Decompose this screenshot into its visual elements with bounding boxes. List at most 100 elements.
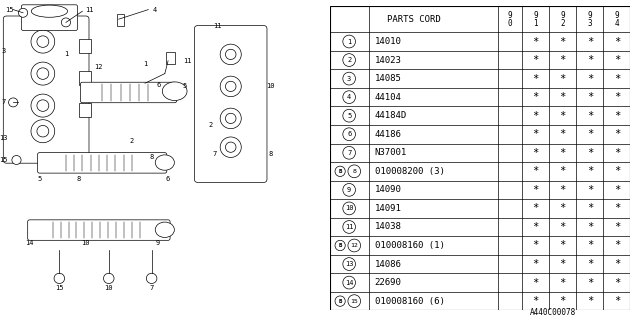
Text: B: B <box>339 169 342 174</box>
Circle shape <box>343 91 355 104</box>
Text: *: * <box>587 92 593 102</box>
Text: *: * <box>559 148 566 158</box>
Text: 44186: 44186 <box>375 130 401 139</box>
Text: *: * <box>614 222 620 232</box>
Bar <box>79 39 91 53</box>
Circle shape <box>343 183 355 196</box>
Text: 8: 8 <box>353 169 356 174</box>
Text: 9: 9 <box>347 187 351 193</box>
Text: 11: 11 <box>184 58 192 64</box>
Text: *: * <box>532 296 539 306</box>
Text: *: * <box>587 185 593 195</box>
Text: 14085: 14085 <box>375 74 401 83</box>
Text: 1: 1 <box>64 52 68 57</box>
Circle shape <box>343 146 355 159</box>
Circle shape <box>348 165 360 178</box>
Text: B: B <box>339 243 342 248</box>
Text: *: * <box>614 204 620 213</box>
Circle shape <box>19 8 28 17</box>
Text: *: * <box>614 92 620 102</box>
Text: 10: 10 <box>81 240 90 246</box>
Text: 11: 11 <box>84 7 93 12</box>
Circle shape <box>343 202 355 215</box>
Bar <box>117 14 124 26</box>
Text: 15: 15 <box>6 7 14 12</box>
Text: 44184D: 44184D <box>375 111 407 120</box>
Circle shape <box>31 94 54 117</box>
Bar <box>79 103 91 117</box>
FancyBboxPatch shape <box>38 153 167 173</box>
Circle shape <box>61 18 70 27</box>
Circle shape <box>31 62 54 85</box>
Text: *: * <box>614 241 620 251</box>
Text: 6: 6 <box>156 82 161 88</box>
Circle shape <box>343 72 355 85</box>
Circle shape <box>335 240 345 251</box>
Circle shape <box>37 100 49 111</box>
Text: *: * <box>614 74 620 84</box>
Circle shape <box>225 142 236 152</box>
Text: *: * <box>587 55 593 65</box>
Text: *: * <box>559 55 566 65</box>
Text: *: * <box>559 166 566 176</box>
Text: 2: 2 <box>130 138 134 144</box>
Text: 14091: 14091 <box>375 204 401 213</box>
Circle shape <box>225 81 236 92</box>
Ellipse shape <box>156 222 174 237</box>
Text: *: * <box>587 111 593 121</box>
Text: 6: 6 <box>166 176 170 182</box>
Text: 15: 15 <box>0 157 8 163</box>
Circle shape <box>147 273 157 284</box>
Circle shape <box>225 49 236 60</box>
Text: *: * <box>587 166 593 176</box>
FancyBboxPatch shape <box>3 16 89 163</box>
Text: *: * <box>587 241 593 251</box>
Circle shape <box>37 125 49 137</box>
Text: *: * <box>532 36 539 46</box>
Text: 44104: 44104 <box>375 93 401 102</box>
Text: *: * <box>587 204 593 213</box>
Text: 10: 10 <box>104 285 113 291</box>
Text: *: * <box>614 277 620 288</box>
Circle shape <box>343 109 355 122</box>
Circle shape <box>343 220 355 233</box>
Text: 7: 7 <box>150 285 154 291</box>
Text: 14: 14 <box>26 240 34 246</box>
Text: 22690: 22690 <box>375 278 401 287</box>
Text: *: * <box>559 277 566 288</box>
Text: *: * <box>614 148 620 158</box>
Text: *: * <box>559 204 566 213</box>
Text: 5: 5 <box>182 84 187 89</box>
Text: 15: 15 <box>55 285 63 291</box>
Text: *: * <box>559 129 566 139</box>
Text: 010008200 (3): 010008200 (3) <box>375 167 445 176</box>
Text: 12: 12 <box>95 64 103 70</box>
Text: *: * <box>532 241 539 251</box>
Text: 1: 1 <box>143 61 147 67</box>
Circle shape <box>348 239 360 252</box>
Text: *: * <box>532 92 539 102</box>
Text: *: * <box>587 259 593 269</box>
Circle shape <box>335 296 345 306</box>
Text: *: * <box>532 129 539 139</box>
Circle shape <box>225 113 236 124</box>
Text: 8: 8 <box>268 151 273 156</box>
Text: 7: 7 <box>212 151 216 156</box>
Circle shape <box>12 156 21 164</box>
Text: *: * <box>587 36 593 46</box>
Text: *: * <box>559 36 566 46</box>
FancyBboxPatch shape <box>28 220 170 240</box>
Text: *: * <box>587 148 593 158</box>
Text: 5: 5 <box>37 176 42 182</box>
Circle shape <box>220 44 241 65</box>
Text: *: * <box>532 185 539 195</box>
Circle shape <box>348 295 360 308</box>
Text: 14090: 14090 <box>375 185 401 194</box>
Text: 14023: 14023 <box>375 56 401 65</box>
Text: 12: 12 <box>350 243 358 248</box>
Text: 14086: 14086 <box>375 260 401 268</box>
Text: 9
1: 9 1 <box>533 11 538 28</box>
Circle shape <box>37 68 49 79</box>
Text: *: * <box>532 148 539 158</box>
Text: *: * <box>559 222 566 232</box>
